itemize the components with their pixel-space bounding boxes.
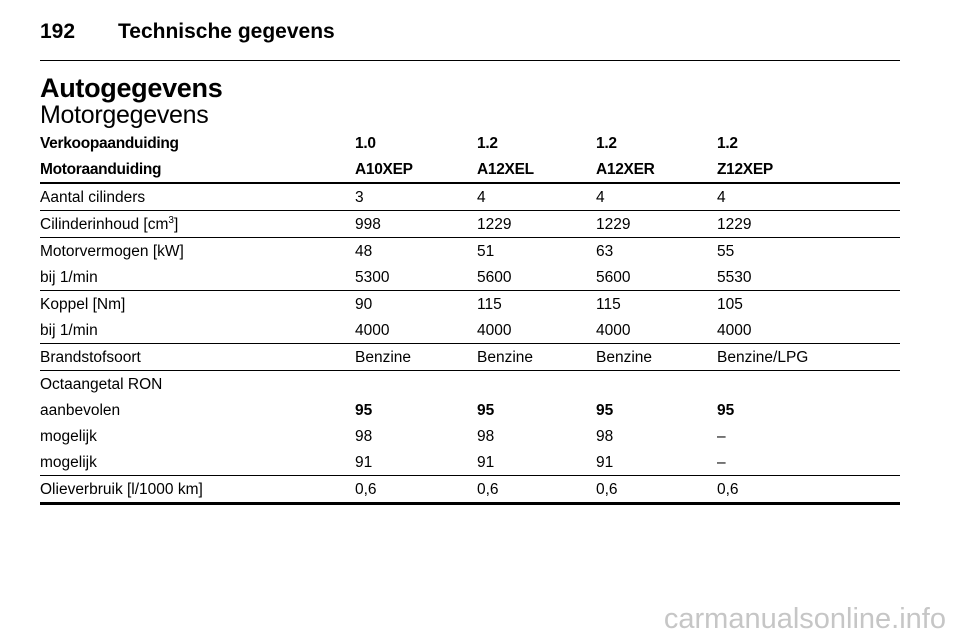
table-cell: –	[717, 428, 726, 445]
table-cell: 5300	[355, 269, 390, 286]
row-label-suffix: ]	[173, 216, 179, 233]
table-row: bij 1/min 4000 4000 4000 4000	[40, 317, 900, 344]
table-row: Aantal cilinders 3 4 4 4	[40, 184, 900, 211]
table-cell: 55	[717, 243, 735, 260]
row-label: Brandstofsoort	[40, 349, 141, 366]
table-cell: 105	[717, 296, 743, 313]
table-cell: 5600	[596, 269, 631, 286]
table-cell: Benzine/LPG	[717, 349, 809, 366]
row-label-text: Cilinderinhoud [cm	[40, 216, 169, 233]
table-cell: Benzine	[477, 349, 534, 366]
table-cell: 63	[596, 243, 614, 260]
row-label: Aantal cilinders	[40, 189, 146, 206]
table-cell: 98	[596, 428, 614, 445]
table-cell: 98	[355, 428, 373, 445]
row-label-superscript: 3	[168, 214, 174, 226]
table-cell: Benzine	[355, 349, 412, 366]
table-cell: 4000	[355, 322, 390, 339]
engine-data-table: Verkoopaanduiding 1.0 1.2 1.2 1.2 Motora…	[40, 130, 900, 505]
page-number: 192	[40, 20, 76, 43]
table-cell: 1229	[596, 216, 631, 233]
table-cell: 95	[596, 402, 614, 419]
table-header-label: Verkoopaanduiding	[40, 135, 179, 152]
table-row: Motorvermogen [kW] 48 51 63 55	[40, 238, 900, 264]
table-cell: 98	[477, 428, 495, 445]
table-cell: 48	[355, 243, 373, 260]
table-cell: 4	[717, 189, 726, 206]
table-cell: 4000	[477, 322, 512, 339]
table-header-cell: 1.2	[477, 135, 498, 152]
table-cell: –	[717, 454, 726, 471]
table-row: aanbevolen 95 95 95 95	[40, 397, 900, 423]
table-cell: 4	[596, 189, 605, 206]
page-subtitle: Motorgegevens	[40, 101, 209, 129]
table-cell: 90	[355, 296, 373, 313]
table-header-cell: 1.2	[596, 135, 617, 152]
table-cell: 4000	[717, 322, 752, 339]
row-label: Olieverbruik [l/1000 km]	[40, 481, 203, 498]
table-cell: 3	[355, 189, 364, 206]
table-cell: 1229	[477, 216, 512, 233]
table-row: Cilinderinhoud [cm3] 998 1229 1229 1229	[40, 211, 900, 238]
row-label: Koppel [Nm]	[40, 296, 126, 313]
table-cell: 95	[355, 402, 373, 419]
table-row: bij 1/min 5300 5600 5600 5530	[40, 264, 900, 291]
table-cell: 115	[477, 296, 502, 313]
table-row: Olieverbruik [l/1000 km] 0,6 0,6 0,6 0,6	[40, 476, 900, 505]
table-row: mogelijk 91 91 91 –	[40, 449, 900, 476]
table-header-row: Verkoopaanduiding 1.0 1.2 1.2 1.2	[40, 130, 900, 156]
page-header: 192 Technische gegevens	[40, 20, 335, 44]
row-label: bij 1/min	[40, 269, 98, 286]
table-cell: 115	[596, 296, 621, 313]
table-header-cell: 1.2	[717, 135, 738, 152]
table-cell: 91	[596, 454, 614, 471]
table-row: Koppel [Nm] 90 115 115 105	[40, 291, 900, 317]
row-label: Cilinderinhoud [cm3]	[40, 214, 179, 234]
table-header-cell: 1.0	[355, 135, 376, 152]
table-row: mogelijk 98 98 98 –	[40, 423, 900, 449]
row-label: mogelijk	[40, 428, 97, 445]
row-label: Motorvermogen [kW]	[40, 243, 184, 260]
table-cell: 998	[355, 216, 381, 233]
table-header-cell: Z12XEP	[717, 161, 773, 178]
section-title: Technische gegevens	[118, 20, 335, 43]
table-cell: 95	[717, 402, 735, 419]
table-header-cell: A12XEL	[477, 161, 534, 178]
table-cell: 1229	[717, 216, 752, 233]
page-title: Autogegevens	[40, 73, 223, 103]
table-cell: 95	[477, 402, 495, 419]
table-cell: 0,6	[355, 481, 377, 498]
table-cell: 51	[477, 243, 495, 260]
table-cell: Benzine	[596, 349, 653, 366]
table-cell: 4	[477, 189, 486, 206]
table-header-cell: A12XER	[596, 161, 655, 178]
table-cell: 0,6	[477, 481, 499, 498]
table-row: Brandstofsoort Benzine Benzine Benzine B…	[40, 344, 900, 371]
table-header-cell: A10XEP	[355, 161, 413, 178]
table-cell: 5600	[477, 269, 512, 286]
table-cell: 91	[355, 454, 373, 471]
row-label: Octaangetal RON	[40, 376, 163, 393]
row-label: mogelijk	[40, 454, 97, 471]
row-label: aanbevolen	[40, 402, 121, 419]
table-header-label: Motoraanduiding	[40, 161, 162, 178]
table-cell: 0,6	[717, 481, 739, 498]
table-cell: 4000	[596, 322, 631, 339]
table-cell: 5530	[717, 269, 752, 286]
table-header-row: Motoraanduiding A10XEP A12XEL A12XER Z12…	[40, 156, 900, 184]
header-rule	[40, 60, 900, 61]
table-row: Octaangetal RON	[40, 371, 900, 397]
watermark: carmanualsonline.info	[663, 603, 946, 635]
table-cell: 91	[477, 454, 495, 471]
table-cell: 0,6	[596, 481, 618, 498]
row-label: bij 1/min	[40, 322, 98, 339]
